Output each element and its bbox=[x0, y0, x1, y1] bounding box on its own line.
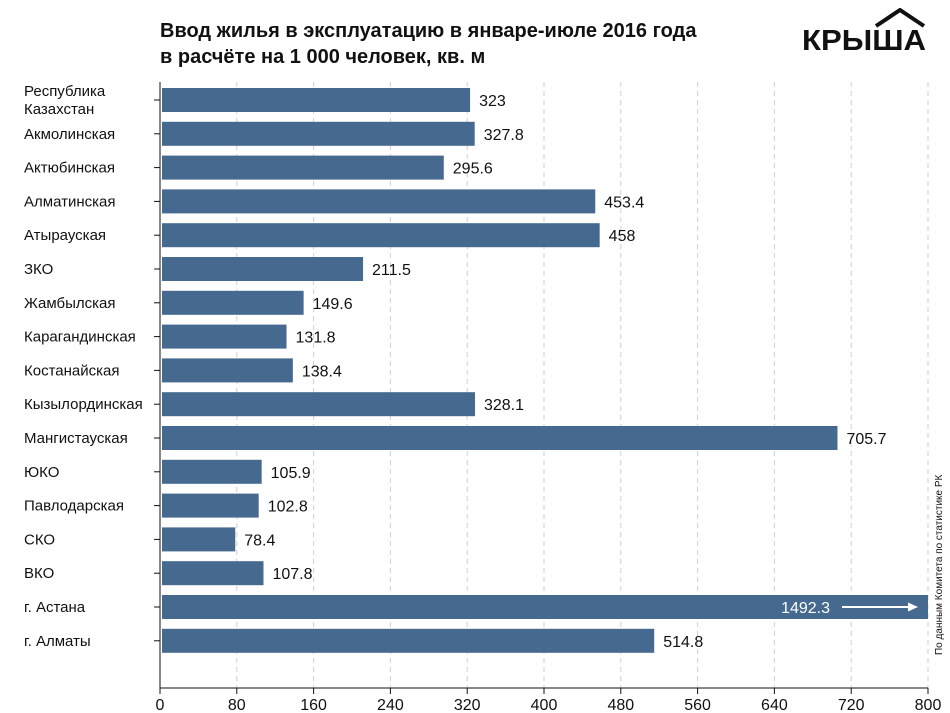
category-label-line: Костанайская bbox=[24, 362, 120, 379]
category-label-line: Актюбинская bbox=[24, 160, 115, 177]
category-label-12: Павлодарская bbox=[24, 498, 124, 515]
bar-16 bbox=[162, 628, 655, 653]
bar-3 bbox=[162, 189, 596, 214]
value-label-3: 453.4 bbox=[604, 194, 644, 211]
bar-13 bbox=[162, 527, 236, 552]
category-label-8: Костанайская bbox=[24, 362, 120, 379]
bars bbox=[162, 88, 928, 653]
grid-lines bbox=[236, 82, 929, 688]
x-tick-label-80: 80 bbox=[228, 697, 246, 713]
value-label-8: 138.4 bbox=[302, 363, 342, 380]
category-label-line: Республика bbox=[24, 83, 106, 100]
value-label-2: 295.6 bbox=[453, 161, 493, 178]
category-label-line: Алматинская bbox=[24, 193, 115, 210]
axes bbox=[154, 82, 929, 694]
category-label-line: ЗКО bbox=[24, 261, 53, 278]
value-label-5: 211.5 bbox=[372, 262, 411, 279]
x-tick-label-0: 0 bbox=[156, 697, 165, 713]
bar-15 bbox=[162, 595, 928, 619]
category-label-line: г. Астана bbox=[24, 599, 86, 616]
value-label-11: 105.9 bbox=[271, 465, 311, 482]
category-label-0: Республика Казахстан bbox=[24, 83, 106, 118]
category-label-line: Карагандинская bbox=[24, 329, 136, 346]
category-label-line: СКО bbox=[24, 531, 55, 548]
x-tick-label-800: 800 bbox=[915, 697, 942, 713]
value-label-16: 514.8 bbox=[663, 634, 703, 651]
bar-8 bbox=[162, 358, 293, 383]
value-label-6: 149.6 bbox=[313, 296, 353, 313]
value-label-7: 131.8 bbox=[296, 330, 336, 347]
value-label-10: 705.7 bbox=[846, 431, 886, 448]
category-label-6: Жамбылская bbox=[24, 295, 116, 312]
category-label-line: Кызылординская bbox=[24, 396, 143, 413]
category-label-line: Акмолинская bbox=[24, 126, 115, 143]
category-label-line: Жамбылская bbox=[24, 295, 116, 312]
x-tick-label-720: 720 bbox=[838, 697, 865, 713]
bar-0 bbox=[162, 88, 471, 112]
value-label-4: 458 bbox=[609, 228, 636, 245]
x-tick-label-320: 320 bbox=[454, 697, 481, 713]
x-tick-label-160: 160 bbox=[300, 697, 327, 713]
category-label-line: г. Алматы bbox=[24, 633, 91, 650]
category-label-14: ВКО bbox=[24, 565, 54, 582]
chart-title-line-1: Ввод жилья в эксплуатацию в январе-июле … bbox=[160, 20, 697, 42]
x-tick-label-560: 560 bbox=[684, 697, 711, 713]
category-label-line: Атырауская bbox=[24, 227, 106, 244]
value-label-1: 327.8 bbox=[484, 127, 524, 144]
chart-title-line-2: в расчёте на 1 000 человек, кв. м bbox=[160, 46, 486, 68]
category-label-11: ЮКО bbox=[24, 464, 59, 481]
value-label-12: 102.8 bbox=[268, 499, 308, 516]
x-tick-label-400: 400 bbox=[531, 697, 558, 713]
category-label-line: ЮКО bbox=[24, 464, 59, 481]
bar-7 bbox=[162, 324, 287, 349]
category-label-16: г. Алматы bbox=[24, 633, 91, 650]
value-label-0: 323 bbox=[479, 93, 506, 110]
category-label-line: Казахстан bbox=[24, 101, 94, 118]
category-label-9: Кызылординская bbox=[24, 396, 143, 413]
category-label-5: ЗКО bbox=[24, 261, 53, 278]
bar-12 bbox=[162, 493, 259, 518]
value-label-13: 78.4 bbox=[244, 532, 275, 549]
x-tick-label-480: 480 bbox=[607, 697, 634, 713]
bar-14 bbox=[162, 561, 264, 586]
logo-roof-icon bbox=[874, 8, 926, 28]
bar-10 bbox=[162, 426, 838, 450]
value-label-9: 328.1 bbox=[484, 397, 524, 414]
category-label-line: Мангистауская bbox=[24, 430, 128, 447]
x-tick-label-640: 640 bbox=[761, 697, 788, 713]
category-label-3: Алматинская bbox=[24, 193, 115, 210]
bar-9 bbox=[162, 392, 475, 417]
category-label-4: Атырауская bbox=[24, 227, 106, 244]
bar-5 bbox=[162, 257, 364, 281]
krysha-logo: КРЫША bbox=[802, 8, 926, 54]
chart-title: Ввод жилья в эксплуатацию в январе-июле … bbox=[160, 18, 760, 70]
bar-6 bbox=[162, 290, 304, 315]
bar-2 bbox=[162, 155, 444, 180]
value-label-14: 107.8 bbox=[272, 566, 312, 583]
category-label-15: г. Астана bbox=[24, 599, 86, 616]
x-tick-label-240: 240 bbox=[377, 697, 404, 713]
category-label-2: Актюбинская bbox=[24, 160, 115, 177]
value-label-15: 1492.3 bbox=[781, 600, 830, 617]
clipped-arrowhead-icon bbox=[908, 602, 918, 612]
category-label-line: ВКО bbox=[24, 565, 54, 582]
bar-1 bbox=[162, 121, 475, 146]
category-label-13: СКО bbox=[24, 531, 55, 548]
logo-text: КРЫША bbox=[802, 25, 926, 54]
category-label-1: Акмолинская bbox=[24, 126, 115, 143]
category-label-7: Карагандинская bbox=[24, 329, 136, 346]
category-label-line: Павлодарская bbox=[24, 498, 124, 515]
labels: 323 Республика Казахстан 327.8 Акмолинская 29… bbox=[24, 83, 941, 713]
category-label-10: Мангистауская bbox=[24, 430, 128, 447]
bar-11 bbox=[162, 459, 262, 484]
bar-4 bbox=[162, 223, 600, 248]
